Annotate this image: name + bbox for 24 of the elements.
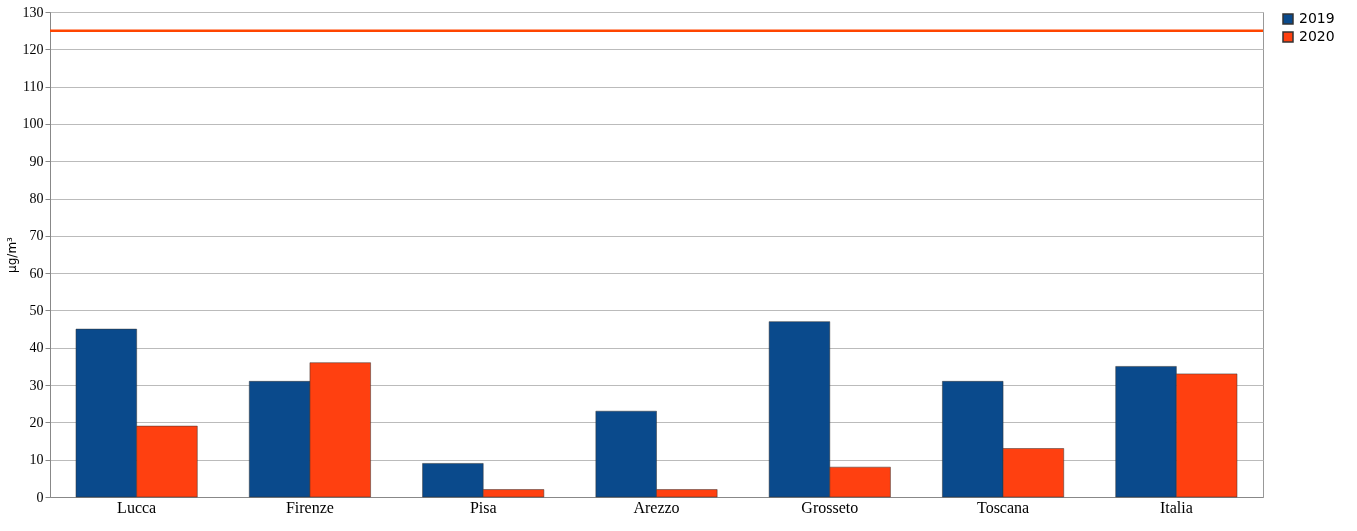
legend-label: 2020 [1299,28,1335,44]
y-tick-label: 110 [23,79,44,95]
x-tick-label: Grosseto [801,498,859,516]
y-tick-label: 20 [29,414,44,430]
x-tick-label: Toscana [976,498,1030,516]
y-tick-label: 90 [29,153,44,169]
x-tick-label: Lucca [117,498,157,516]
y-tick-label: 80 [29,191,44,207]
x-tick-label: Pisa [469,498,497,516]
x-tick-label: Firenze [285,498,334,516]
x-tick-label: Arezzo [633,498,680,516]
y-tick-label: 70 [29,228,44,244]
y-tick-label: 10 [29,452,44,468]
y-tick-label: 40 [29,340,44,356]
y-tick-label: 100 [22,116,44,132]
y-tick-label: 30 [29,377,44,393]
legend-label: 2019 [1299,10,1335,26]
y-tick-label: 0 [36,489,44,505]
y-tick-label: 50 [29,302,44,318]
x-tick-label: Italia [1159,498,1193,516]
y-axis-title: µg/m³ [4,236,19,273]
y-tick-label: 130 [22,4,44,20]
y-tick-label: 120 [22,41,44,57]
y-tick-label: 60 [29,265,44,281]
